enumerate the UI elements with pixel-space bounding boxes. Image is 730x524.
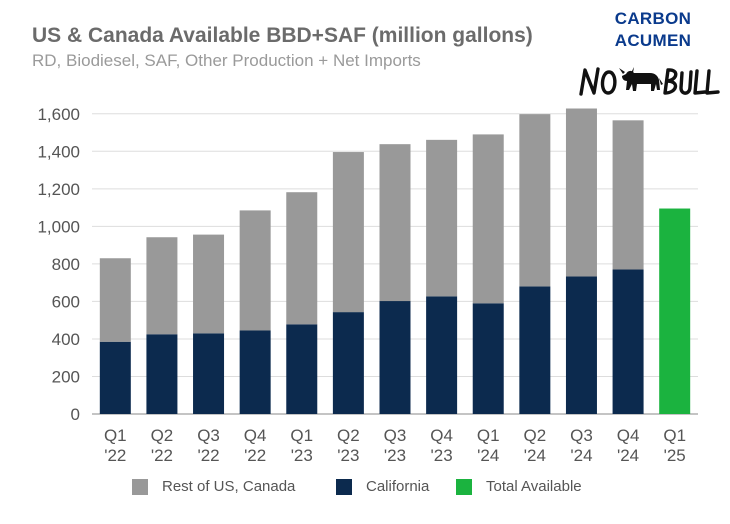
bar-california	[472, 303, 504, 414]
bar-rest-of-us-canada	[332, 152, 364, 313]
x-tick-label-year: '23	[431, 446, 453, 465]
brand-line-1: CARBON	[614, 9, 692, 28]
legend-item: California	[336, 478, 429, 495]
x-tick-label-quarter: Q2	[151, 426, 174, 445]
bar-rest-of-us-canada	[519, 114, 551, 287]
y-tick-label: 1,000	[37, 217, 80, 236]
bar-rest-of-us-canada	[99, 258, 131, 342]
x-tick-label-quarter: Q2	[337, 426, 360, 445]
x-tick-label-year: '22	[104, 446, 126, 465]
x-tick-label-quarter: Q1	[290, 426, 313, 445]
bars	[99, 108, 691, 414]
legend-item: Rest of US, Canada	[132, 478, 295, 495]
x-tick-label-quarter: Q1	[104, 426, 127, 445]
bar-rest-of-us-canada	[379, 144, 411, 302]
y-tick-label: 800	[52, 255, 80, 274]
bar-rest-of-us-canada	[426, 139, 458, 297]
bar-total-available	[659, 208, 691, 414]
chart-title: US & Canada Available BBD+SAF (million g…	[32, 24, 533, 47]
bar-rest-of-us-canada	[565, 108, 597, 277]
x-tick-label-year: '23	[337, 446, 359, 465]
x-tick-label-year: '24	[617, 446, 639, 465]
no-bull-logo	[579, 67, 720, 96]
y-tick-label: 600	[52, 292, 80, 311]
legend: Rest of US, Canada California Total Availa…	[0, 478, 730, 502]
y-tick-label: 200	[52, 367, 80, 386]
x-tick-label-quarter: Q2	[524, 426, 547, 445]
x-tick-label-quarter: Q4	[430, 426, 453, 445]
chart-subtitle: RD, Biodiesel, SAF, Other Production + N…	[32, 51, 421, 70]
x-tick-label-quarter: Q3	[570, 426, 593, 445]
y-axis-tick-labels: 0 200 400 600 800 1,000 1,200 1,400 1,600	[37, 105, 80, 424]
legend-label: Rest of US, Canada	[162, 478, 296, 495]
bar-rest-of-us-canada	[472, 134, 504, 304]
x-tick-label-quarter: Q4	[244, 426, 267, 445]
bar-california	[332, 312, 364, 414]
bar-rest-of-us-canada	[146, 237, 178, 335]
x-tick-label-year: '22	[244, 446, 266, 465]
bar-california	[565, 276, 597, 414]
bar-rest-of-us-canada	[286, 192, 318, 325]
x-tick-label-year: '24	[477, 446, 499, 465]
y-tick-label: 1,400	[37, 142, 80, 161]
legend-swatch	[456, 478, 472, 495]
bull-icon	[619, 67, 663, 91]
x-tick-label-quarter: Q1	[477, 426, 500, 445]
x-tick-label-year: '24	[570, 446, 592, 465]
legend-label: Total Available	[486, 478, 582, 495]
x-tick-label-year: '22	[151, 446, 173, 465]
x-tick-label-year: '23	[291, 446, 313, 465]
bar-rest-of-us-canada	[193, 234, 225, 334]
x-tick-label-quarter: Q1	[663, 426, 686, 445]
x-tick-label-quarter: Q4	[617, 426, 640, 445]
brand-line-2: ACUMEN	[614, 31, 692, 50]
bar-rest-of-us-canada	[239, 210, 271, 331]
x-tick-label-year: '22	[197, 446, 219, 465]
x-tick-label-quarter: Q3	[384, 426, 407, 445]
bar-california	[99, 341, 131, 414]
carbon-acumen-logo: CARBON ACUMEN	[588, 8, 718, 52]
y-tick-label: 1,600	[37, 105, 80, 124]
bar-california	[193, 333, 225, 414]
legend-label: California	[366, 478, 430, 495]
y-tick-label: 0	[71, 405, 80, 424]
x-tick-label-year: '23	[384, 446, 406, 465]
bar-california	[612, 269, 644, 414]
bar-rest-of-us-canada	[612, 120, 644, 270]
bar-california	[239, 330, 271, 414]
legend-swatch	[132, 478, 148, 495]
y-tick-label: 1,200	[37, 180, 80, 199]
x-tick-label-quarter: Q3	[197, 426, 220, 445]
legend-item: Total Available	[456, 478, 582, 495]
x-tick-label-year: '25	[664, 446, 686, 465]
bar-california	[519, 286, 551, 414]
bar-california	[379, 301, 411, 414]
x-axis-tick-labels: Q1'22Q2'22Q3'22Q4'22Q1'23Q2'23Q3'23Q4'23…	[104, 426, 686, 465]
x-tick-label-year: '24	[524, 446, 546, 465]
legend-swatch	[336, 478, 352, 495]
bar-california	[146, 334, 178, 414]
bar-california	[286, 324, 318, 414]
y-tick-label: 400	[52, 330, 80, 349]
bar-california	[426, 296, 458, 414]
